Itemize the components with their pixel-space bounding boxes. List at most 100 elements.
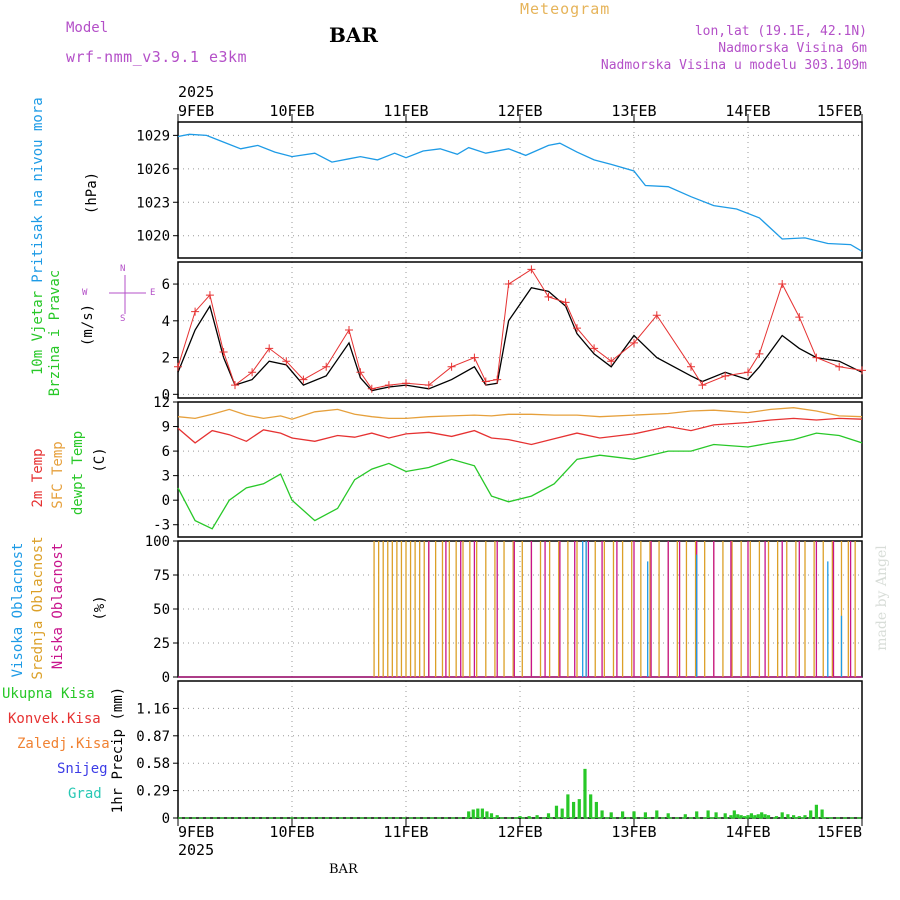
- y-tick-label: 75: [153, 568, 170, 584]
- precip-bar: [826, 817, 830, 818]
- wind-gust-marker: [493, 375, 502, 384]
- wind-gust-marker: [607, 357, 616, 366]
- wind-gust-marker: [447, 362, 456, 371]
- model-label: Model: [66, 20, 109, 36]
- precip-bar: [736, 814, 740, 818]
- precip-bar: [797, 816, 801, 818]
- y-tick-label: -3: [153, 518, 170, 534]
- precip-bar: [571, 801, 576, 818]
- precip-bar: [695, 811, 699, 818]
- y-tick-label: 6: [162, 444, 170, 460]
- top-time-tick-label: 15FEB: [817, 102, 862, 120]
- precip-bar: [780, 812, 784, 818]
- wind-speed-line: [177, 286, 863, 392]
- precip-bar: [774, 816, 779, 818]
- precip-bar: [583, 768, 587, 818]
- top-time-tick-label: 11FEB: [383, 102, 428, 120]
- wind-gust-marker: [384, 381, 393, 390]
- y-tick-label: 0: [162, 493, 170, 509]
- precip-bar: [600, 810, 604, 818]
- wind-gust-marker: [795, 313, 804, 322]
- precip-bar: [753, 815, 757, 818]
- precip-bar: [485, 811, 489, 818]
- precip-bar: [786, 814, 790, 818]
- bottom-time-tick-label: 14FEB: [725, 823, 770, 841]
- precip-bar: [632, 811, 636, 818]
- temp2m-line: [177, 417, 863, 446]
- precip-bar: [666, 813, 670, 818]
- sfc-temp-line: [177, 407, 863, 420]
- precip-bar: [809, 810, 813, 818]
- y-tick-label: 12: [153, 395, 170, 411]
- elevation-label: Nadmorska Visina 6m: [718, 41, 867, 56]
- precip-zaledj-label: Zaledj.Kisa: [17, 736, 110, 752]
- precip-bar: [495, 815, 499, 818]
- precip-bar: [560, 808, 564, 818]
- wind-gust-marker: [424, 381, 433, 390]
- wind-gust-marker: [299, 375, 308, 384]
- precip-bar: [621, 811, 625, 818]
- precip-bar: [766, 815, 771, 818]
- precip-bar: [723, 813, 727, 818]
- y-tick-label: 1026: [136, 162, 170, 178]
- precip-bar: [729, 815, 733, 818]
- bottom-year-label: 2025: [178, 841, 214, 859]
- precip-bar: [714, 812, 718, 818]
- precip-bar: [732, 810, 736, 818]
- wind-gust-marker: [367, 384, 376, 393]
- wind-south-label: S: [120, 314, 126, 324]
- precip-bar: [554, 805, 559, 818]
- top-time-tick-label: 9FEB: [178, 102, 214, 120]
- wind-gust-marker: [504, 280, 513, 289]
- precip-bar: [609, 812, 613, 818]
- precip-bar: [756, 814, 760, 818]
- wind-gust-marker: [265, 344, 274, 353]
- precip-bar: [480, 808, 484, 818]
- y-tick-label: 1023: [136, 195, 170, 211]
- wind-gust-marker: [174, 362, 182, 371]
- panel-frame: [177, 261, 863, 399]
- bottom-time-tick-label: 12FEB: [497, 823, 542, 841]
- precip-bar: [527, 816, 531, 818]
- precip-bar: [471, 809, 475, 818]
- precip-konvek-label: Konvek.Kisa: [8, 711, 101, 727]
- pressure-line: [177, 133, 863, 252]
- top-time-tick-label: 13FEB: [611, 102, 656, 120]
- wind-gust-marker: [219, 348, 228, 357]
- wind-gust-marker: [630, 338, 638, 347]
- bottom-time-tick-label: 13FEB: [611, 823, 656, 841]
- wind-gust-marker: [590, 344, 599, 353]
- model-name: wrf-nmm_v3.9.1 e3km: [66, 48, 248, 66]
- wind-gust-marker: [561, 298, 570, 307]
- compass-arrows-icon: [109, 275, 146, 314]
- wind-gust-marker: [858, 366, 866, 375]
- wind-gust-marker: [205, 291, 214, 300]
- y-tick-label: 1029: [136, 128, 170, 144]
- wind-gust-marker: [191, 307, 200, 316]
- model-elevation-label: Nadmorska Visina u modelu 303.109m: [600, 58, 867, 73]
- precip-bar: [792, 815, 796, 818]
- precip-bar: [763, 814, 767, 818]
- precip-bar: [518, 816, 522, 818]
- precip-bar: [577, 799, 581, 818]
- panel-frame: [177, 401, 863, 538]
- precip-bar: [546, 813, 551, 818]
- wind-north-label: N: [120, 264, 126, 274]
- y-tick-label: 1.16: [136, 701, 170, 717]
- precip-bar: [742, 816, 747, 818]
- wind-east-label: E: [150, 288, 156, 298]
- y-tick-label: 6: [162, 277, 170, 293]
- precip-bar: [566, 794, 570, 818]
- precip-bar: [683, 814, 687, 818]
- precip-bar: [760, 812, 764, 818]
- wind-gust-marker: [402, 379, 410, 388]
- wind-gust-marker: [322, 362, 331, 371]
- wind-gust-marker: [835, 362, 844, 371]
- precip-bar: [803, 815, 807, 818]
- precip-bar: [706, 810, 710, 818]
- wind-gust-marker: [721, 371, 730, 380]
- wind-gust-marker: [778, 280, 787, 289]
- y-tick-label: 0.29: [136, 784, 170, 800]
- product-title: Meteogram: [520, 0, 611, 18]
